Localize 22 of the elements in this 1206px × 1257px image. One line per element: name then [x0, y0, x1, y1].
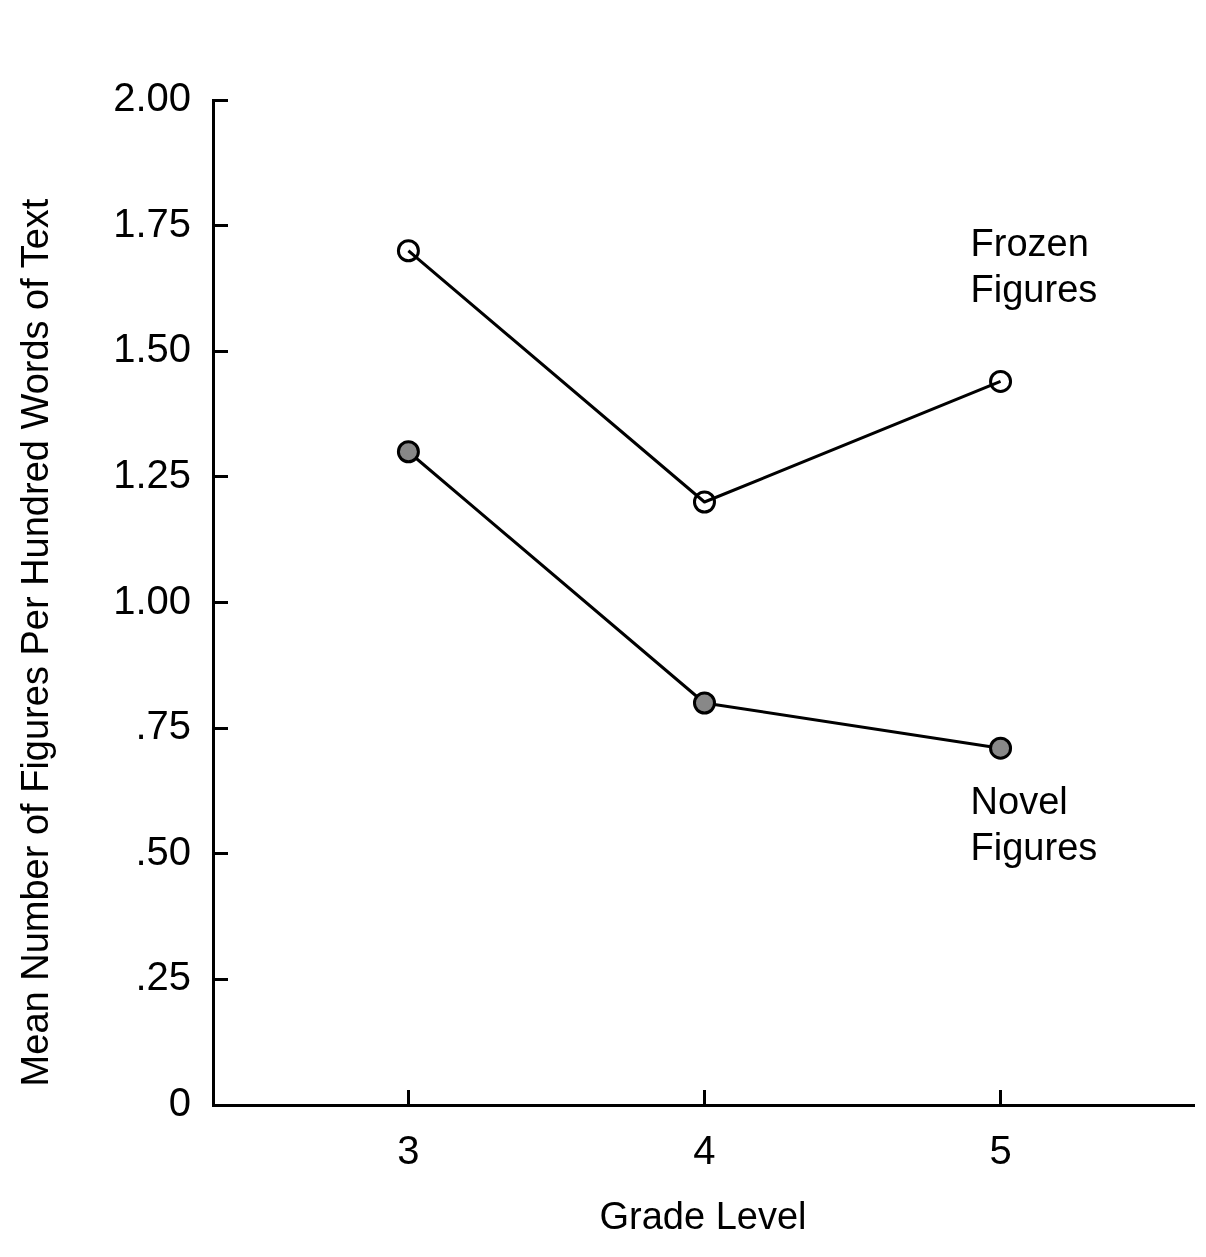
y-tick-label: 1.75 — [113, 200, 191, 245]
point — [396, 239, 420, 263]
series-label: Frozen Figures — [970, 221, 1098, 310]
x-tick-label: 5 — [989, 1128, 1012, 1173]
y-tick-label: 1.50 — [113, 326, 191, 371]
point — [396, 440, 420, 464]
y-tick-label: 1.25 — [113, 451, 191, 496]
y-tick-label: .25 — [135, 954, 191, 999]
y-tick-label: .50 — [135, 828, 191, 873]
y-tick-label: .75 — [135, 703, 191, 748]
point — [989, 369, 1013, 393]
point — [989, 736, 1013, 760]
y-tick-label: 2.00 — [113, 75, 191, 120]
point — [692, 490, 716, 514]
x-tick-label: 4 — [693, 1128, 716, 1173]
y-tick-label: 1.00 — [113, 577, 191, 622]
y-axis-title: Mean Number of Figures Per Hundred Words of Text — [14, 198, 57, 1087]
y-tick-label: 0 — [168, 1080, 191, 1125]
series-label: Novel Figures — [970, 779, 1098, 868]
x-tick-label: 3 — [397, 1128, 420, 1173]
point — [692, 691, 716, 715]
x-axis-title: Grade Level — [599, 1195, 807, 1238]
